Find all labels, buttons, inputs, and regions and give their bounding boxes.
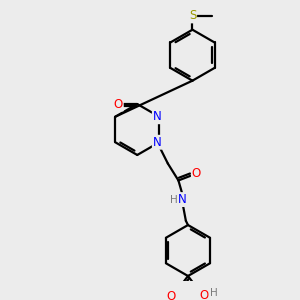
Text: H: H [210, 288, 217, 298]
Text: N: N [153, 136, 162, 149]
Text: N: N [153, 110, 162, 123]
Text: O: O [167, 290, 176, 300]
Text: N: N [178, 193, 187, 206]
Text: O: O [199, 289, 208, 300]
Text: O: O [192, 167, 201, 179]
Text: O: O [113, 98, 123, 110]
Text: H: H [170, 195, 178, 205]
Text: S: S [189, 9, 196, 22]
